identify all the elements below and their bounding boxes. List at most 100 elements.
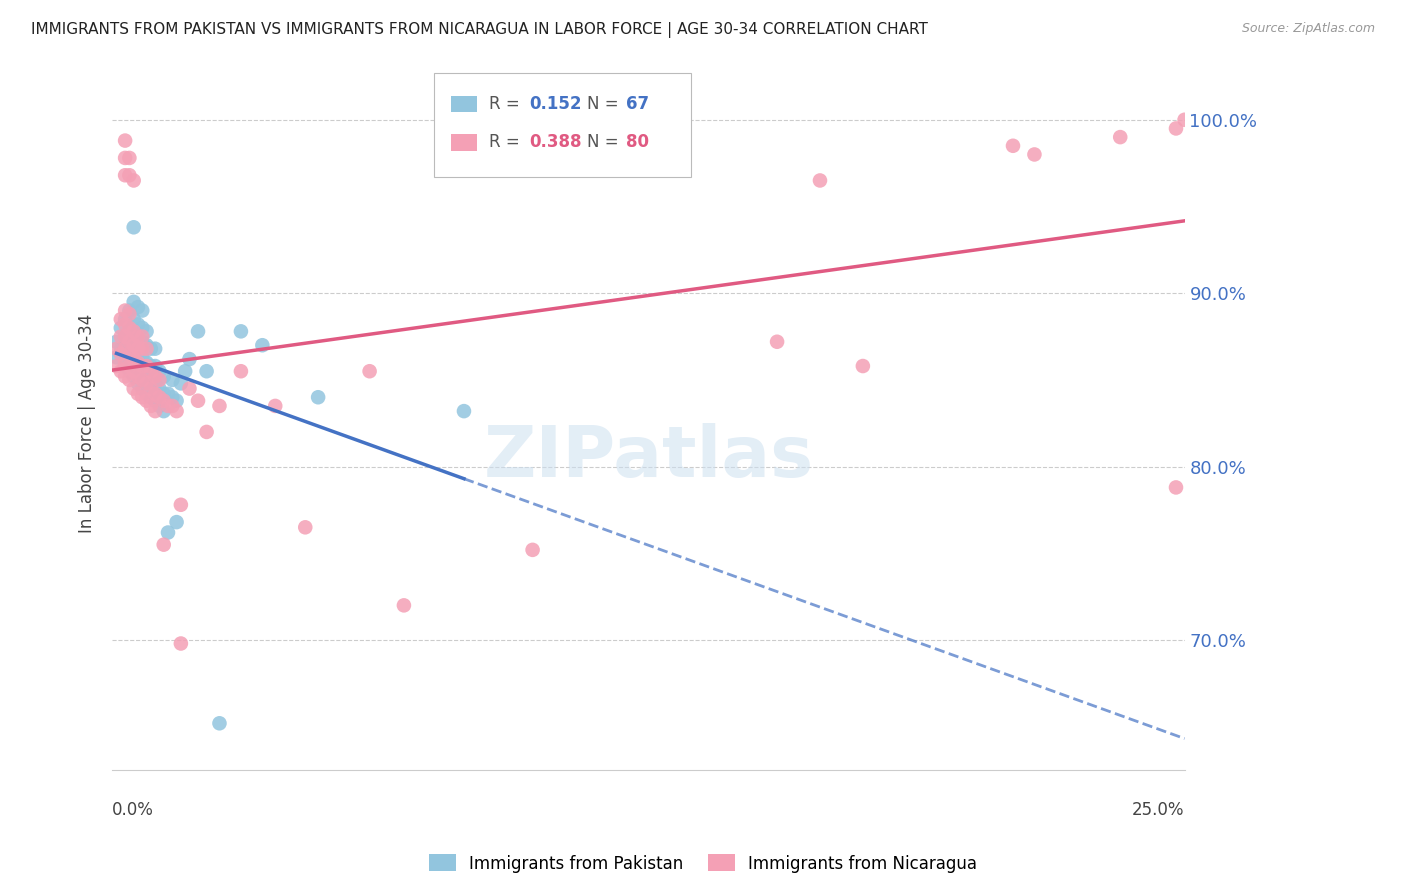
Point	[166, 515, 188, 529]
Text: ZIPatlas: ZIPatlas	[484, 424, 814, 492]
Point	[114, 347, 136, 361]
Point	[166, 393, 188, 408]
Point	[187, 324, 209, 338]
Point	[453, 404, 475, 418]
Point	[122, 382, 145, 396]
Point	[135, 359, 157, 373]
Point	[105, 342, 128, 356]
FancyBboxPatch shape	[434, 73, 692, 177]
Point	[152, 369, 174, 384]
Point	[139, 390, 162, 404]
FancyBboxPatch shape	[451, 95, 477, 112]
Point	[122, 294, 145, 309]
Point	[135, 324, 157, 338]
Point	[252, 338, 274, 352]
Point	[131, 359, 153, 373]
Point	[110, 347, 132, 361]
Point	[122, 369, 145, 384]
Point	[131, 329, 153, 343]
Point	[139, 364, 162, 378]
Point	[766, 334, 789, 349]
Point	[122, 342, 145, 356]
Text: R =: R =	[489, 133, 524, 152]
Point	[162, 390, 184, 404]
Point	[1001, 138, 1024, 153]
Point	[118, 151, 141, 165]
Point	[148, 390, 170, 404]
Point	[118, 338, 141, 352]
Point	[131, 382, 153, 396]
Point	[1164, 121, 1187, 136]
Point	[143, 393, 166, 408]
Point	[139, 382, 162, 396]
Point	[152, 393, 174, 408]
Point	[139, 342, 162, 356]
Point	[148, 373, 170, 387]
Point	[143, 376, 166, 391]
Point	[307, 390, 329, 404]
Point	[127, 318, 149, 332]
Point	[148, 364, 170, 378]
Text: R =: R =	[489, 95, 524, 113]
Point	[1164, 480, 1187, 494]
Point	[127, 359, 149, 373]
Point	[118, 307, 141, 321]
Point	[122, 220, 145, 235]
Text: 80: 80	[626, 133, 650, 152]
Point	[135, 338, 157, 352]
Text: N =: N =	[588, 95, 624, 113]
Point	[522, 542, 544, 557]
Point	[139, 373, 162, 387]
Point	[118, 334, 141, 349]
Point	[105, 334, 128, 349]
Point	[131, 364, 153, 378]
Point	[122, 338, 145, 352]
Point	[229, 364, 252, 378]
Point	[127, 345, 149, 359]
Point	[122, 173, 145, 187]
Point	[127, 331, 149, 345]
Point	[1109, 130, 1132, 145]
Point	[118, 373, 141, 387]
Point	[174, 364, 197, 378]
Point	[195, 425, 218, 439]
Point	[131, 390, 153, 404]
Point	[135, 369, 157, 384]
Point	[127, 300, 149, 314]
Point	[118, 321, 141, 335]
Point	[148, 399, 170, 413]
Point	[162, 399, 184, 413]
Point	[118, 168, 141, 182]
Point	[139, 399, 162, 413]
Point	[110, 329, 132, 343]
Point	[114, 168, 136, 182]
Point	[127, 342, 149, 356]
FancyBboxPatch shape	[451, 134, 477, 151]
Point	[208, 716, 231, 731]
Point	[110, 364, 132, 378]
Point	[127, 386, 149, 401]
Point	[131, 373, 153, 387]
Point	[139, 359, 162, 373]
Point	[118, 364, 141, 378]
Point	[118, 352, 141, 367]
Point	[143, 359, 166, 373]
Text: 0.0%: 0.0%	[112, 801, 155, 820]
Point	[135, 386, 157, 401]
Point	[156, 386, 179, 401]
Point	[122, 352, 145, 367]
Point	[135, 376, 157, 391]
Point	[1182, 121, 1205, 136]
Point	[143, 404, 166, 418]
Point	[118, 359, 141, 373]
Text: 67: 67	[626, 95, 650, 113]
Point	[179, 352, 201, 367]
Point	[127, 355, 149, 369]
Point	[170, 498, 193, 512]
Point	[852, 359, 875, 373]
Point	[152, 386, 174, 401]
Point	[114, 329, 136, 343]
Point	[170, 376, 193, 391]
Point	[110, 342, 132, 356]
Point	[229, 324, 252, 338]
